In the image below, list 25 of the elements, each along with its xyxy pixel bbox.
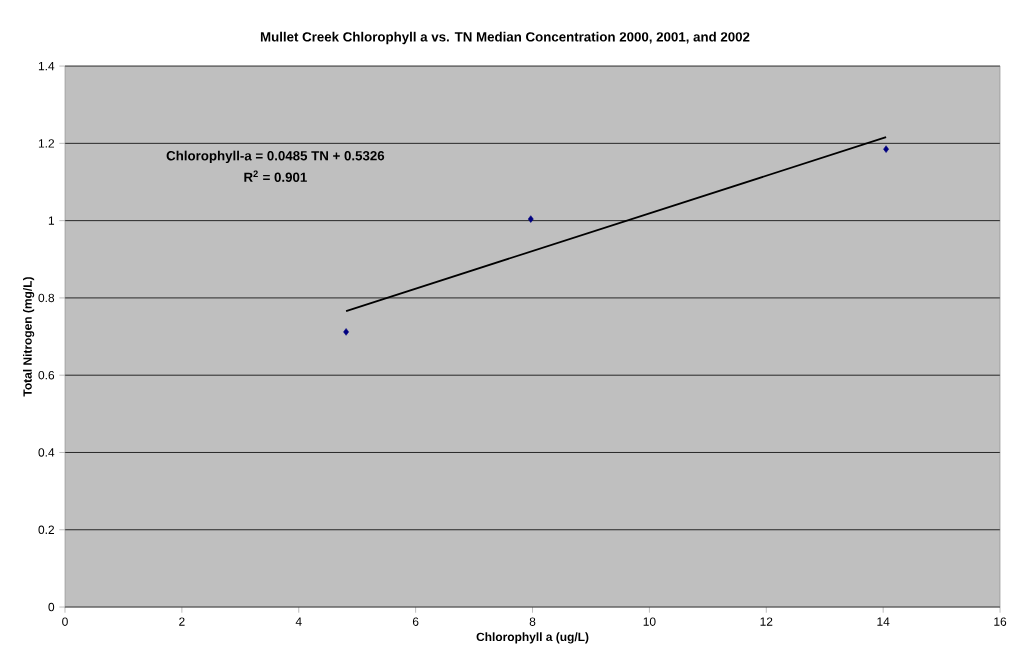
x-tick-label: 10 [643, 617, 656, 626]
x-tick-label: 0 [62, 617, 68, 626]
y-tick-label: 0.8 [38, 293, 55, 303]
point [527, 215, 534, 223]
x-tick-label: 14 [877, 617, 890, 626]
y-tick-label: 1.2 [38, 139, 55, 148]
y-tick-label: 0 [48, 602, 55, 612]
x-axis-title: Chlorophyll a (ug/L) [476, 632, 589, 644]
x-tick-label: 4 [295, 617, 302, 626]
y-axis-title: Total Nitrogen (mg/L) [23, 277, 35, 397]
x-tick-label: 8 [529, 617, 536, 626]
y-tick-label: 0.6 [38, 370, 55, 380]
y-tick-label: 0.4 [38, 448, 55, 457]
x-tick-label: 6 [412, 617, 419, 626]
x-tick-label: 12 [760, 617, 773, 626]
point [883, 145, 889, 153]
x-tick-label: 2 [179, 617, 185, 626]
y-tick-label: 0.2 [38, 525, 55, 534]
y-tick-label: 1 [48, 216, 55, 225]
point [343, 328, 349, 336]
chart-title: Mullet Creek Chlorophyll a vs. TN Median Concentration 2000, 2001, and 2002 [260, 31, 750, 45]
annotation: R$^{2}$ = 0.901 [244, 170, 307, 182]
y-tick-label: 1.4 [38, 61, 55, 71]
annotation: Chlorophyll-a = 0.0485 TN + 0.5326 [166, 150, 385, 164]
x-tick-label: 16 [994, 617, 1007, 626]
